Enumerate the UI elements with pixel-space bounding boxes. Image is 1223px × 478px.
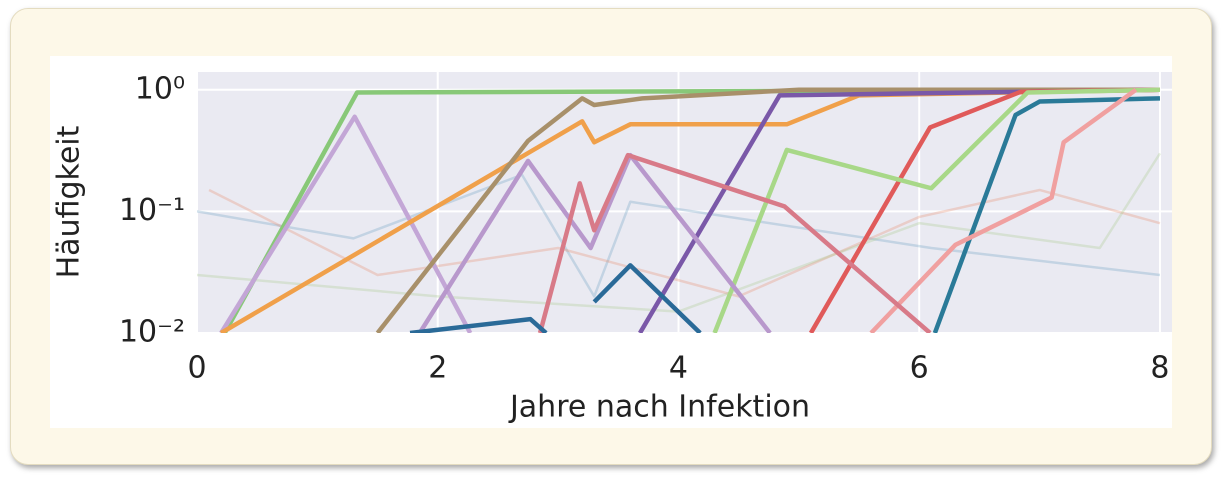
series-line	[537, 152, 932, 333]
x-tick-label: 2	[428, 351, 447, 386]
series-line	[869, 87, 1138, 333]
x-tick-label: 6	[910, 351, 929, 386]
x-axis-label: Jahre nach Infektion	[508, 390, 810, 425]
plot-area	[197, 72, 1172, 333]
x-tick-label: 4	[669, 351, 688, 386]
series-line	[712, 87, 1161, 333]
y-tick-label: 10⁻¹	[119, 193, 185, 228]
series-line	[932, 96, 1161, 333]
series-line	[409, 316, 548, 333]
x-tick-label: 8	[1150, 351, 1169, 386]
series-line	[375, 87, 1160, 333]
y-tick-label: 10⁰	[135, 71, 185, 106]
series-line	[592, 263, 702, 333]
series-line	[197, 173, 1161, 298]
series-line	[417, 152, 772, 333]
series-line	[197, 152, 1162, 313]
y-tick-label: 10⁻²	[119, 315, 185, 350]
x-tick-label: 0	[187, 351, 206, 386]
y-axis-label: Häufigkeit	[52, 125, 87, 278]
